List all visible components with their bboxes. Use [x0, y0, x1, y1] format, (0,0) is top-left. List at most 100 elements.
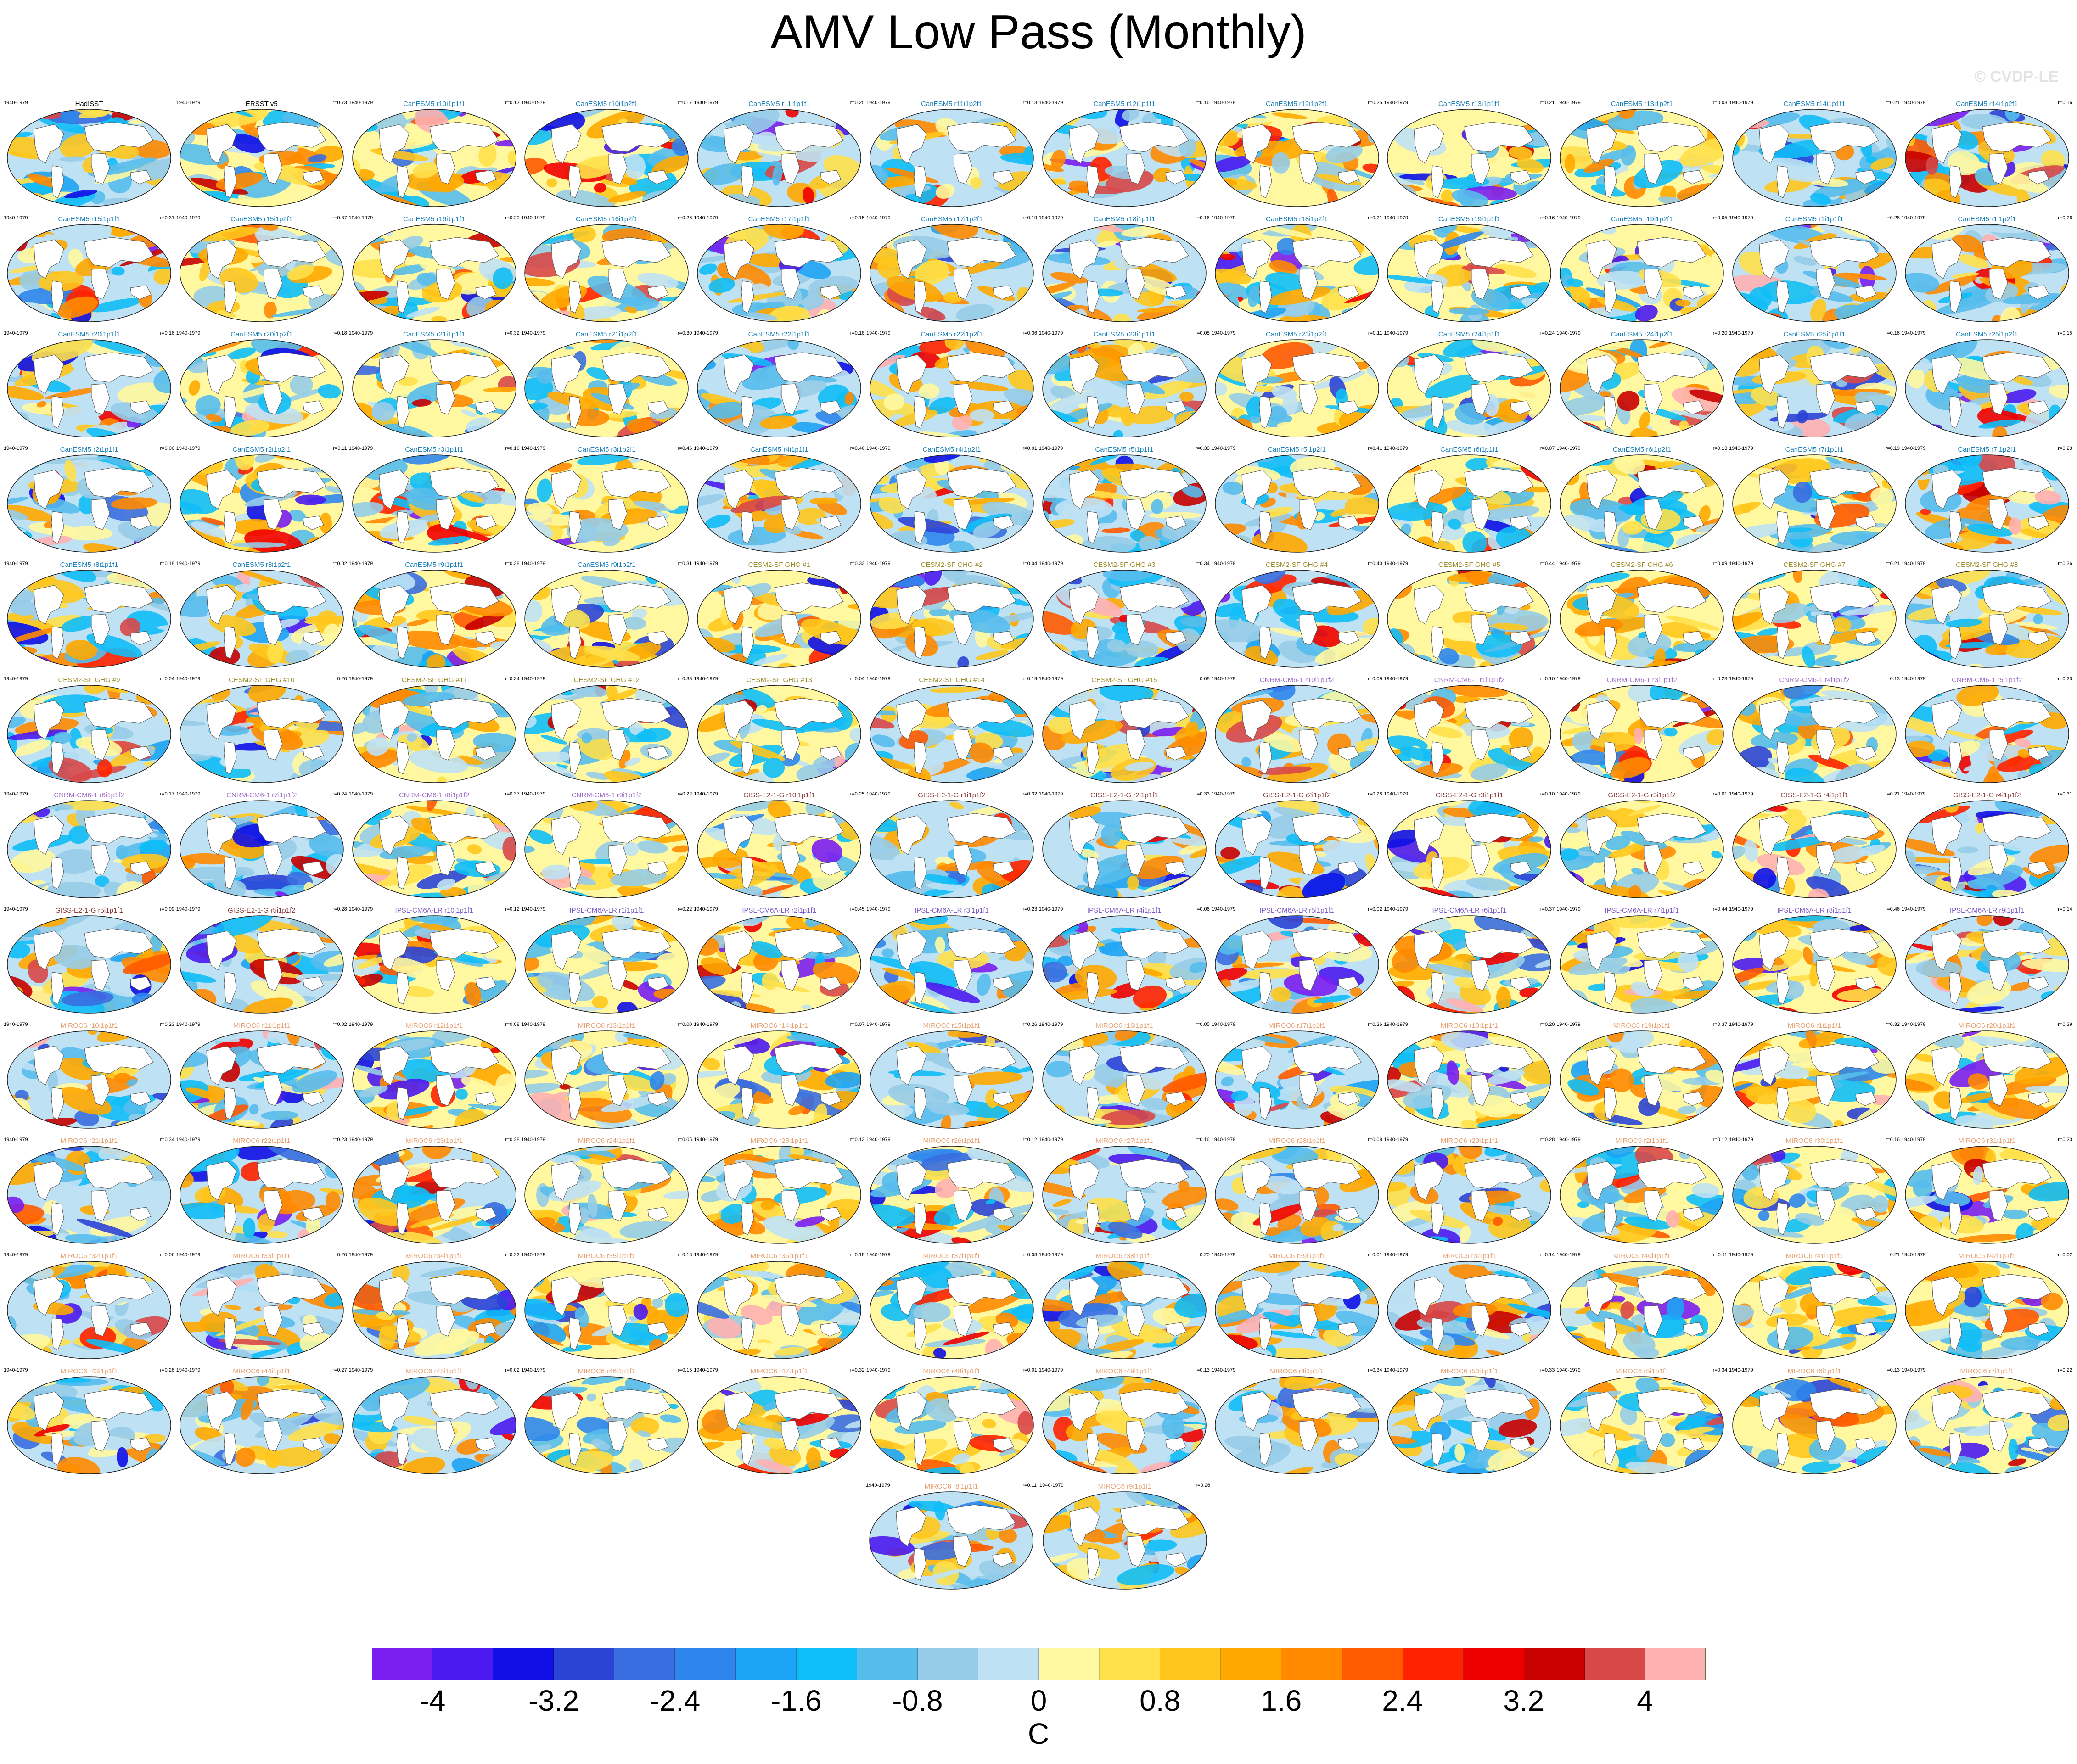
panel-title: IPSL-CM6A-LR r10i1p1f1	[395, 907, 473, 914]
colorbar-tick-label: 0.8	[1140, 1684, 1181, 1717]
colorbar-segment	[1342, 1648, 1403, 1680]
panel-period: 1940-1979	[1211, 907, 1236, 912]
colorbar-segment	[978, 1648, 1039, 1680]
panel-title: CanESM5 r23i1p2f1	[1266, 330, 1328, 338]
sst-anomaly-map	[1905, 1030, 2069, 1129]
panel-correlation: r=0.18	[160, 561, 175, 566]
panel-period: 1940-1979	[521, 330, 545, 336]
panel-title: MIROC6 r49i1p1f1	[1095, 1367, 1153, 1375]
panel-title: MIROC6 r25i1p1f1	[750, 1137, 808, 1145]
panel-period: 1940-1979	[866, 100, 891, 106]
panel-title: MIROC6 r46i1p1f1	[578, 1367, 635, 1375]
panel-period: 1940-1979	[1556, 446, 1581, 451]
colorbar-tick-label: 1.6	[1261, 1684, 1302, 1717]
sst-anomaly-map	[1042, 685, 1207, 783]
panel-title: CanESM5 r11i1p2f1	[921, 100, 982, 108]
panel-correlation: r=0.08	[1368, 1137, 1382, 1142]
panel-period: 1940-1979	[694, 907, 718, 912]
panel-period: 1940-1979	[1901, 1137, 1926, 1142]
sst-anomaly-map	[870, 1030, 1034, 1129]
sst-anomaly-map	[1732, 685, 1897, 783]
map-panel: 1940-1979 MIROC6 r45i1p1f1 r=0.02	[348, 1364, 521, 1478]
sst-anomaly-map	[352, 454, 516, 553]
panel-correlation: r=0.34	[160, 1137, 175, 1142]
panel-title: CNRM-CM6-1 r5i1p1f2	[1952, 676, 2022, 684]
sst-anomaly-map	[697, 1030, 861, 1129]
panel-title: CanESM5 r2i1p2f1	[232, 446, 291, 454]
panel-correlation: r=0.08	[1022, 1252, 1038, 1258]
panel-title: IPSL-CM6A-LR r1i1p1f1	[569, 907, 644, 914]
sst-anomaly-map	[180, 800, 344, 898]
panel-title: MIROC6 r33i1p1f1	[233, 1252, 291, 1260]
panel-correlation: r=0.14	[1540, 1252, 1555, 1258]
map-panel: 1940-1979 CanESM5 r7i1p1f1 r=0.19	[1728, 442, 1901, 557]
panel-correlation: r=0.10	[1540, 676, 1555, 682]
panel-period: 1940-1979	[176, 100, 201, 106]
panel-title: MIROC6 r11i1p1f1	[233, 1022, 290, 1030]
sst-anomaly-map	[870, 915, 1034, 1014]
panel-correlation: r=0.15	[677, 1367, 692, 1373]
panel-title: CNRM-CM6-1 r6i1p1f2	[54, 791, 124, 799]
panel-period: 1940-1979	[1729, 330, 1753, 336]
sst-anomaly-map	[180, 1146, 344, 1244]
map-panel: 1940-1979 GISS-E2-1-G r4i1p1f1 r=0.21	[1728, 788, 1901, 902]
map-panel: 1940-1979 CanESM5 r4i1p1f1 r=0.46	[693, 442, 865, 557]
map-panel: 1940-1979 GISS-E2-1-G r10i1p1f1 r=0.25	[693, 788, 865, 902]
panel-title: CanESM5 r3i1p2f1	[578, 446, 636, 454]
panel-correlation: r=0.01	[1022, 446, 1038, 451]
panel-title: MIROC6 r6i1p1f1	[1787, 1367, 1841, 1375]
sst-anomaly-map	[1732, 915, 1897, 1014]
panel-period: 1940-1979	[1211, 100, 1236, 106]
map-panel: 1940-1979 MIROC6 r12i1p1f1 r=0.08	[348, 1018, 521, 1133]
panel-period: 1940-1979	[4, 561, 28, 566]
panel-period: 1940-1979	[4, 1137, 28, 1142]
colorbar-segment	[917, 1648, 978, 1680]
panel-title: MIROC6 r20i1p1f1	[1958, 1022, 2016, 1030]
panel-title: CanESM5 r13i1p2f1	[1611, 100, 1673, 108]
colorbar-units: C	[1027, 1717, 1050, 1750]
map-panel: 1940-1979 CESM2-SF GHG #11 r=0.34	[348, 672, 521, 787]
panel-title: CanESM5 r11i1p1f1	[748, 100, 810, 108]
panel-title: CESM2-SF GHG #5	[1438, 561, 1500, 569]
panel-period: 1940-1979	[521, 561, 545, 566]
panel-title: GISS-E2-1-G r4i1p1f2	[1953, 791, 2021, 799]
sst-anomaly-map	[697, 1376, 861, 1474]
panel-title: CanESM5 r13i1p1f1	[1438, 100, 1500, 108]
colorbar-tick-label: -3.2	[528, 1684, 579, 1717]
panel-correlation: r=0.21	[1885, 791, 1900, 797]
panel-correlation: r=0.27	[332, 1367, 347, 1373]
panel-period: 1940-1979	[1901, 1367, 1926, 1373]
panel-title: GISS-E2-1-G r5i1p1f1	[55, 907, 123, 914]
panel-period: 1940-1979	[1729, 1367, 1753, 1373]
map-panel: 1940-1979 MIROC6 r19i1p1f1 r=0.37	[1555, 1018, 1728, 1133]
panel-title: CanESM5 r17i1p2f1	[921, 215, 983, 223]
map-panel: 1940-1979 CanESM5 r12i1p1f1 r=0.16	[1038, 96, 1211, 211]
panel-title: GISS-E2-1-G r2i1p1f1	[1090, 791, 1158, 799]
panel-period: 1940-1979	[1556, 676, 1581, 682]
map-panel: 1940-1979 CanESM5 r7i1p2f1 r=0.23	[1901, 442, 2073, 557]
map-panel: 1940-1979 CNRM-CM6-1 r8i1p1f2 r=0.37	[348, 788, 521, 902]
panel-title: CanESM5 r19i1p2f1	[1611, 215, 1673, 223]
panel-correlation: r=0.73	[332, 100, 347, 106]
panel-title: CESM2-SF GHG #11	[401, 676, 467, 684]
panel-period: 1940-1979	[1556, 215, 1581, 221]
panel-title: HadISST	[75, 100, 103, 108]
panel-correlation: r=0.16	[2058, 100, 2072, 106]
map-panel: 1940-1979 CanESM5 r5i1p2f1 r=0.41	[1211, 442, 1383, 557]
panel-correlation: r=0.13	[1712, 446, 1728, 451]
panel-period: 1940-1979	[1901, 907, 1926, 912]
panel-period: 1940-1979	[521, 907, 545, 912]
panel-correlation: r=0.30	[677, 330, 692, 336]
sst-anomaly-map	[1905, 570, 2069, 668]
sst-anomaly-map	[352, 224, 516, 322]
panel-correlation: r=0.24	[332, 791, 347, 797]
map-panel: 1940-1979 MIROC6 r25i1p1f1 r=0.13	[693, 1133, 865, 1248]
panel-title: MIROC6 r21i1p1f1	[60, 1137, 118, 1145]
map-panel: 1940-1979 MIROC6 r9i1p1f1 r=0.26	[1038, 1479, 1211, 1594]
panel-period: 1940-1979	[348, 1367, 373, 1373]
panel-title: MIROC6 r39i1p1f1	[1268, 1252, 1326, 1260]
panel-period: 1940-1979	[4, 676, 28, 682]
panel-correlation: r=0.17	[160, 791, 175, 797]
panel-title: IPSL-CM6A-LR r5i1p1f1	[1259, 907, 1334, 914]
panel-correlation: r=0.26	[2058, 215, 2072, 221]
